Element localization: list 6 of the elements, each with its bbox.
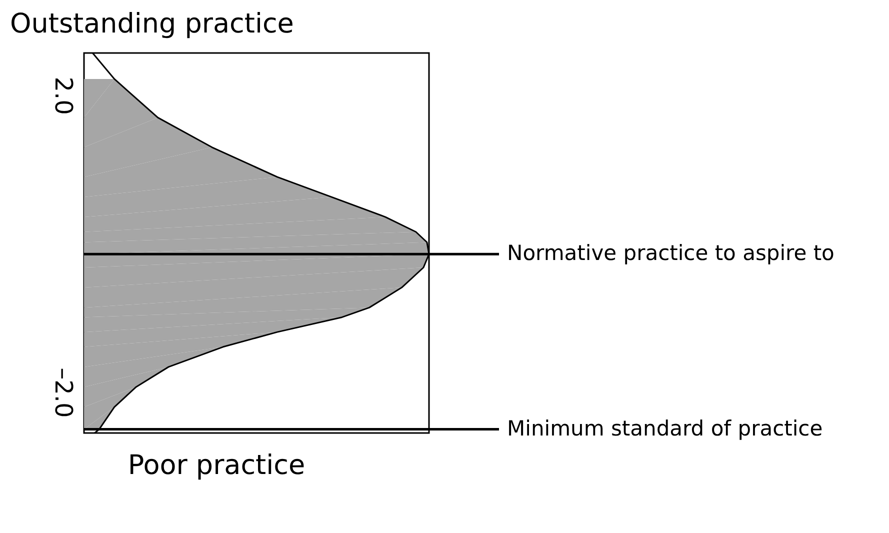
chart-title: Outstanding practice [10,8,294,40]
y-tick-label: 2.0 [50,76,78,115]
ref-line-label: Normative practice to aspire to [507,241,834,266]
ref-line-label: Minimum standard of practice [507,416,823,440]
x-axis-title: Poor practice [128,450,306,481]
y-tick-label: –2.0 [50,368,78,418]
